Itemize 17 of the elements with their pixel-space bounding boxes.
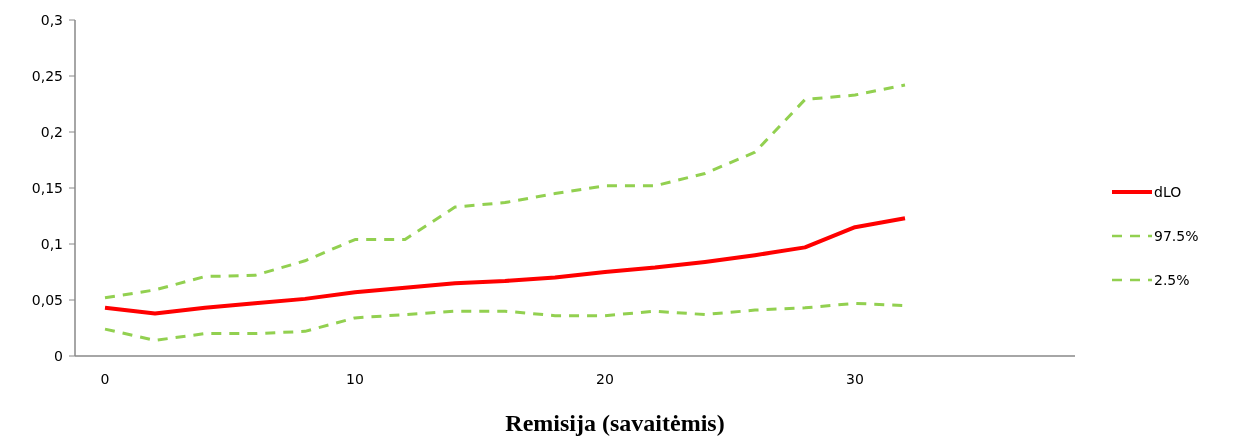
y-tick-label: 0,05: [31, 291, 63, 308]
x-tick-label: 20: [596, 371, 614, 387]
legend-label: 2.5%: [1154, 271, 1190, 288]
line-series: [103, 216, 907, 316]
y-tick-label: 0,3: [40, 11, 63, 28]
x-tick-label: 30: [846, 371, 864, 387]
x-tick-label: 10: [346, 371, 364, 387]
y-tick-label: 0,2: [40, 123, 63, 140]
y-tick-label: 0,25: [31, 67, 63, 84]
line-series: [103, 83, 907, 300]
y-tick-label: 0,15: [31, 179, 63, 196]
x-tick-label: 0: [100, 371, 110, 387]
y-tick-label: 0,1: [40, 235, 63, 252]
legend-label: dLO: [1154, 183, 1182, 200]
y-tick-label: 0: [54, 347, 63, 364]
legend-label: 97.5%: [1154, 227, 1199, 244]
x-axis-title: Remisija (savaitėmis): [505, 410, 725, 436]
